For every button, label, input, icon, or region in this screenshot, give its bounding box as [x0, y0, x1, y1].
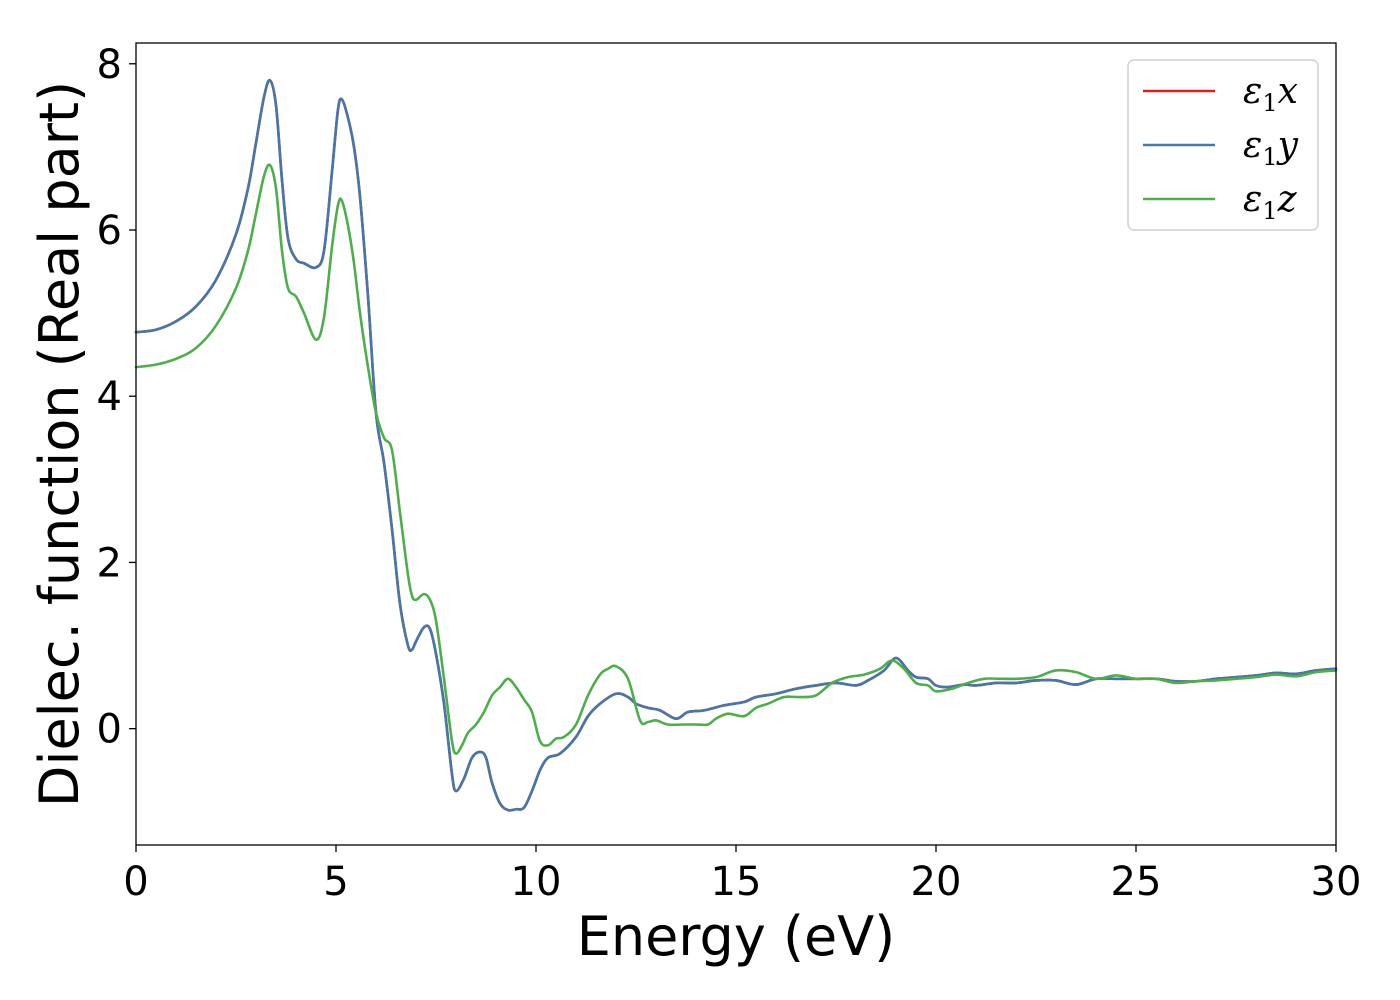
y-tick-label: 0 — [97, 707, 122, 753]
y-tick-label: 4 — [97, 374, 122, 420]
legend-box — [1127, 59, 1319, 231]
x-tick-label: 20 — [911, 859, 962, 905]
x-tick-label: 15 — [711, 859, 762, 905]
y-axis-ticks: 0 2 4 6 8 — [97, 42, 136, 753]
series-layer — [134, 78, 1338, 812]
legend-label-y: ε1y — [1243, 125, 1299, 171]
y-tick-label: 8 — [97, 42, 122, 88]
series-line-z — [134, 163, 1338, 755]
x-axis-label: Energy (eV) — [577, 905, 896, 968]
y-tick-label: 6 — [97, 208, 122, 254]
x-tick-label: 0 — [123, 859, 148, 905]
x-axis-ticks: 0 5 10 15 20 25 30 — [123, 845, 1361, 905]
legend-label-z: ε1z — [1243, 179, 1298, 225]
x-tick-label: 30 — [1311, 859, 1362, 905]
series-line-y — [134, 78, 1338, 812]
x-tick-label: 25 — [1111, 859, 1162, 905]
x-tick-label: 5 — [323, 859, 348, 905]
legend-label-x: ε1x — [1243, 71, 1298, 117]
x-tick-label: 10 — [511, 859, 562, 905]
legend: ε1x ε1y ε1z — [1127, 59, 1319, 231]
y-axis-label: Dielec. function (Real part) — [28, 81, 91, 807]
y-tick-label: 2 — [97, 540, 122, 586]
